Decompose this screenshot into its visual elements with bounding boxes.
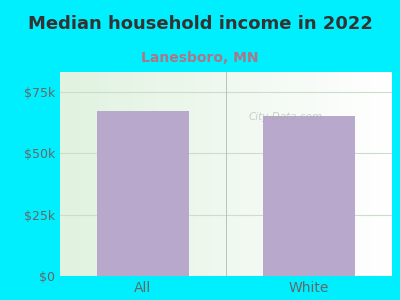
Text: City-Data.com: City-Data.com xyxy=(249,112,323,122)
Text: Lanesboro, MN: Lanesboro, MN xyxy=(141,51,259,65)
Bar xyxy=(263,116,355,276)
Bar xyxy=(97,111,189,276)
Text: Median household income in 2022: Median household income in 2022 xyxy=(28,15,372,33)
